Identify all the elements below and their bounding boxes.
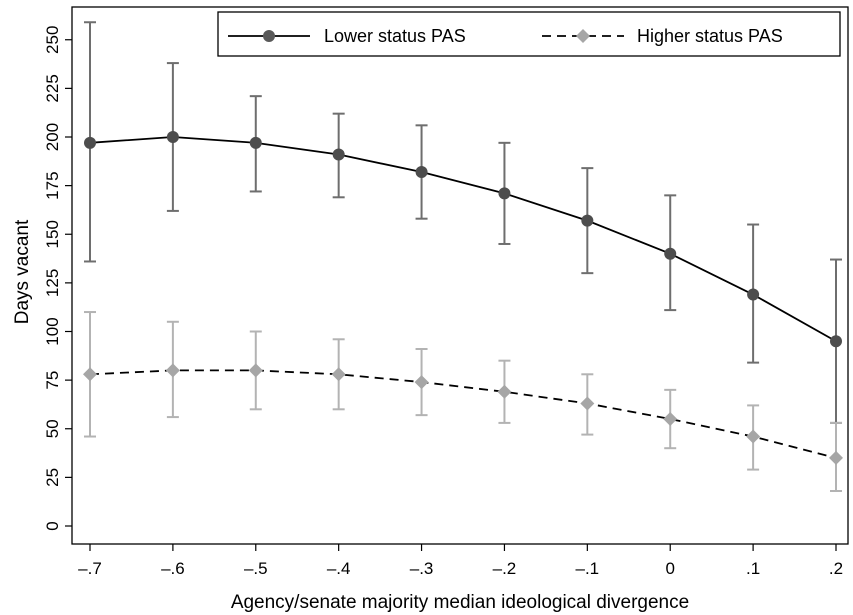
series-1-errorbars — [84, 311, 842, 492]
chart-marks — [83, 21, 843, 492]
y-tick-label: 250 — [43, 26, 62, 54]
legend-label-higher-status: Higher status PAS — [637, 26, 783, 46]
y-tick-label: 200 — [43, 123, 62, 151]
data-point — [829, 450, 843, 465]
x-tick-label: –.2 — [493, 559, 517, 578]
y-tick-label: 75 — [43, 371, 62, 390]
data-point — [414, 375, 429, 390]
data-point — [664, 247, 677, 260]
y-tick-label: 125 — [43, 269, 62, 297]
data-point — [497, 384, 512, 399]
x-tick-label: –.6 — [161, 559, 185, 578]
y-tick-label: 225 — [43, 74, 62, 102]
plot-frame — [71, 6, 849, 545]
legend-marker-higher-status — [576, 29, 590, 43]
legend-box — [217, 11, 841, 57]
data-point — [747, 288, 760, 301]
data-point — [415, 166, 428, 179]
plot-area — [71, 6, 849, 545]
x-tick-label: –.1 — [576, 559, 600, 578]
y-axis-title: Days vacant — [12, 219, 33, 324]
data-point — [830, 335, 842, 348]
x-tick-label: –.4 — [327, 559, 351, 578]
x-tick-label: –.3 — [410, 559, 434, 578]
y-tick-label: 175 — [43, 171, 62, 199]
data-point — [248, 363, 263, 378]
data-point — [663, 412, 678, 427]
data-point — [84, 136, 96, 149]
data-point — [249, 136, 262, 149]
data-point — [746, 429, 761, 444]
data-point — [332, 148, 345, 161]
series-1-markers — [83, 363, 843, 465]
data-point — [498, 187, 511, 200]
y-tick-label: 50 — [43, 419, 62, 438]
legend-marker-lower-status — [263, 30, 275, 42]
y-tick-label: 25 — [43, 468, 62, 487]
y-tick-label: 0 — [43, 521, 62, 530]
legend-label-lower-status: Lower status PAS — [324, 26, 466, 46]
series-0-markers — [84, 131, 842, 348]
x-tick-label: –.5 — [244, 559, 268, 578]
data-point — [165, 363, 180, 378]
y-axis: 0 25 50 75 100 125 150 175 200 225 250 — [43, 26, 72, 531]
x-axis: –.7 –.6 –.5 –.4 –.3 –.2 –.1 0 .1 .2 — [78, 544, 843, 578]
data-point — [580, 396, 595, 411]
data-point — [581, 214, 594, 227]
x-tick-label: 0 — [665, 559, 674, 578]
series-line-higher-status — [89, 369, 837, 459]
x-tick-label: –.7 — [78, 559, 102, 578]
data-point — [166, 131, 179, 143]
x-tick-label: .2 — [829, 559, 843, 578]
data-point — [83, 367, 97, 382]
y-tick-label: 100 — [43, 317, 62, 345]
legend: Lower status PAS Higher status PAS — [217, 11, 841, 57]
y-tick-label: 150 — [43, 220, 62, 248]
series-line-lower-status — [89, 136, 837, 343]
data-point — [331, 367, 346, 382]
x-axis-title: Agency/senate majority median ideologica… — [231, 592, 689, 613]
x-tick-label: .1 — [746, 559, 760, 578]
series-0-errorbars — [84, 21, 842, 424]
